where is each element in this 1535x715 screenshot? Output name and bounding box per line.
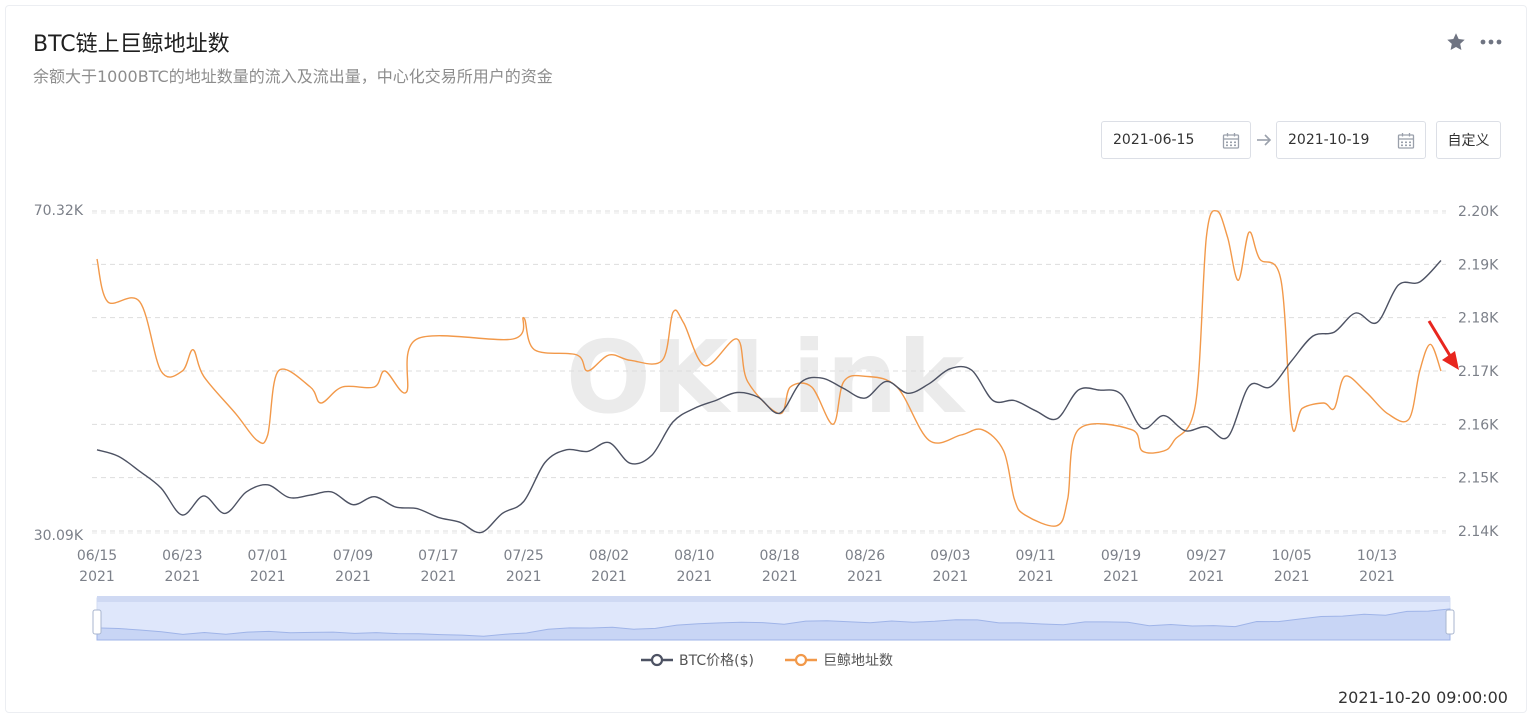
page-subtitle: 余额大于1000BTC的地址数量的流入及流出量，中心化交易所用户的资金 bbox=[33, 67, 553, 86]
start-date-input[interactable]: 2021-06-15 bbox=[1101, 121, 1251, 159]
x-tick-year-label: 2021 bbox=[165, 569, 201, 585]
y-right-tick-label: 2.14K bbox=[1458, 524, 1499, 540]
annotation-arrow bbox=[1427, 320, 1459, 370]
y-right-tick-label: 2.16K bbox=[1458, 417, 1499, 433]
legend-whale-marker-icon bbox=[785, 653, 817, 667]
y-right-tick-label: 2.15K bbox=[1458, 471, 1499, 487]
x-tick-year-label: 2021 bbox=[1359, 569, 1395, 585]
x-tick-year-label: 2021 bbox=[847, 569, 883, 585]
star-icon[interactable] bbox=[1444, 30, 1468, 54]
calendar-icon bbox=[1397, 132, 1415, 154]
x-tick-label: 07/09 bbox=[333, 548, 373, 564]
custom-range-button[interactable]: 自定义 bbox=[1436, 121, 1501, 159]
x-tick-label: 08/02 bbox=[589, 548, 629, 564]
end-date-value: 2021-10-19 bbox=[1288, 132, 1370, 148]
chart-legend: BTC价格($) 巨鲸地址数 bbox=[0, 650, 1535, 672]
x-tick-label: 06/15 bbox=[77, 548, 117, 564]
x-tick-label: 09/11 bbox=[1015, 548, 1055, 564]
zoom-slider-thumbnail bbox=[96, 608, 1451, 641]
zoom-slider-bar bbox=[97, 596, 1450, 602]
update-timestamp: 2021-10-20 09:00:00 bbox=[1338, 688, 1508, 707]
x-tick-year-label: 2021 bbox=[79, 569, 115, 585]
legend-item-whale[interactable]: 巨鲸地址数 bbox=[784, 650, 893, 670]
y-right-tick-label: 2.17K bbox=[1458, 364, 1499, 380]
x-tick-year-label: 2021 bbox=[677, 569, 713, 585]
chart-card bbox=[5, 5, 1527, 713]
zoom-handle-left[interactable] bbox=[92, 609, 102, 635]
x-tick-year-label: 2021 bbox=[1189, 569, 1225, 585]
x-tick-label: 09/03 bbox=[930, 548, 970, 564]
calendar-icon bbox=[1222, 132, 1240, 154]
page-title: BTC链上巨鲸地址数 bbox=[33, 32, 230, 57]
end-date-input[interactable]: 2021-10-19 bbox=[1276, 121, 1426, 159]
watermark: OKLink bbox=[566, 319, 967, 436]
x-tick-year-label: 2021 bbox=[335, 569, 371, 585]
start-date-value: 2021-06-15 bbox=[1113, 132, 1195, 148]
x-tick-label: 07/17 bbox=[418, 548, 458, 564]
x-tick-year-label: 2021 bbox=[1018, 569, 1054, 585]
x-tick-label: 07/25 bbox=[503, 548, 543, 564]
x-tick-label: 10/13 bbox=[1357, 548, 1397, 564]
y-left-min-label: 30.09K bbox=[34, 528, 84, 544]
x-tick-year-label: 2021 bbox=[250, 569, 286, 585]
chart-plot: OKLink 2.20K 2.19K 2.18K 2.17K 2.16K 2.15K 2.1… bbox=[34, 203, 1499, 641]
x-tick-year-label: 2021 bbox=[591, 569, 627, 585]
x-tick-year-label: 2021 bbox=[1274, 569, 1310, 585]
legend-btc-marker-icon bbox=[641, 653, 673, 667]
x-tick-year-label: 2021 bbox=[506, 569, 542, 585]
legend-btc-label: BTC价格($) bbox=[679, 653, 754, 669]
whale-count-line bbox=[96, 209, 1442, 527]
zoom-handle-right[interactable] bbox=[1445, 609, 1455, 635]
x-tick-label: 10/05 bbox=[1271, 548, 1311, 564]
x-tick-label: 08/26 bbox=[845, 548, 885, 564]
arrow-right-icon bbox=[1255, 131, 1273, 154]
x-tick-year-label: 2021 bbox=[421, 569, 457, 585]
legend-item-btc[interactable]: BTC价格($) bbox=[640, 650, 754, 670]
y-right-tick-label: 2.20K bbox=[1458, 204, 1499, 220]
x-tick-year-label: 2021 bbox=[1103, 569, 1139, 585]
x-tick-year-label: 2021 bbox=[933, 569, 969, 585]
y-left-max-label: 70.32K bbox=[34, 203, 84, 219]
btc-price-line bbox=[96, 260, 1442, 534]
x-tick-label: 09/19 bbox=[1101, 548, 1141, 564]
x-tick-label: 08/10 bbox=[674, 548, 714, 564]
more-icon[interactable] bbox=[1479, 30, 1503, 54]
x-tick-label: 09/27 bbox=[1186, 548, 1226, 564]
x-tick-year-label: 2021 bbox=[762, 569, 798, 585]
x-tick-label: 08/18 bbox=[759, 548, 799, 564]
y-right-tick-label: 2.18K bbox=[1458, 311, 1499, 327]
x-tick-label: 06/23 bbox=[162, 548, 202, 564]
y-right-tick-label: 2.19K bbox=[1458, 257, 1499, 273]
legend-whale-label: 巨鲸地址数 bbox=[823, 653, 893, 669]
x-tick-label: 07/01 bbox=[247, 548, 287, 564]
